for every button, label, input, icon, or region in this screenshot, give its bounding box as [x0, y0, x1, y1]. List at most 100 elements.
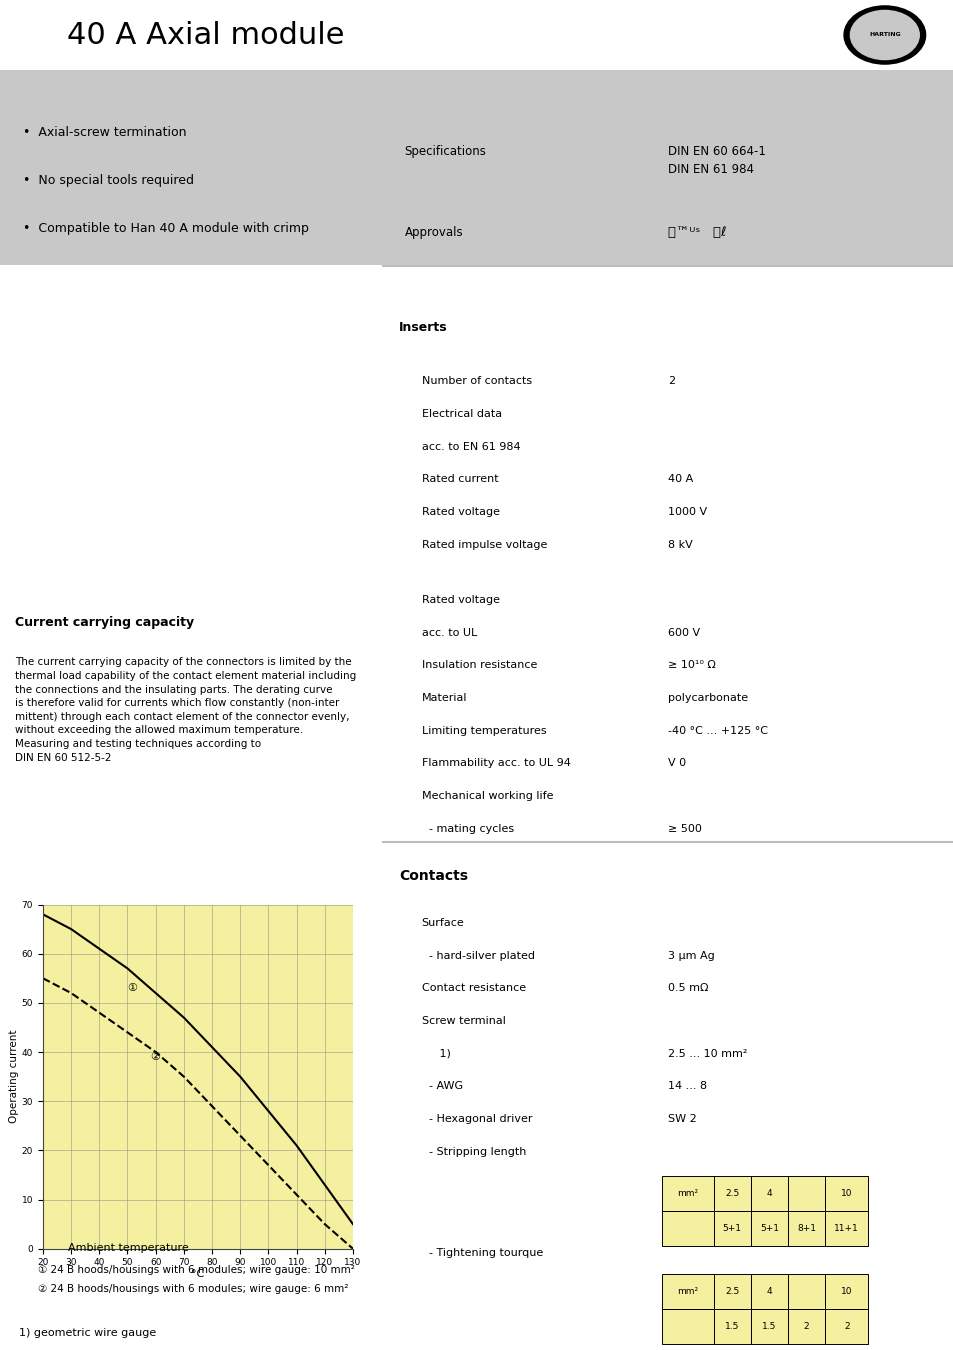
- Bar: [661, 1176, 713, 1211]
- Text: 8 kV: 8 kV: [667, 540, 692, 549]
- Bar: [787, 1310, 824, 1345]
- Text: 14 ... 8: 14 ... 8: [667, 1081, 706, 1091]
- Bar: [713, 1310, 750, 1345]
- Bar: [787, 1176, 824, 1211]
- Text: acc. to EN 61 984: acc. to EN 61 984: [421, 441, 519, 452]
- Text: Limiting temperatures: Limiting temperatures: [421, 725, 546, 736]
- Text: - hard-silver plated: - hard-silver plated: [421, 950, 534, 961]
- Text: polycarbonate: polycarbonate: [667, 693, 747, 703]
- Text: 2.5 ... 10 mm²: 2.5 ... 10 mm²: [667, 1049, 746, 1058]
- Text: 11+1: 11+1: [834, 1224, 858, 1233]
- Text: •  Axial-screw termination: • Axial-screw termination: [23, 127, 186, 139]
- Text: ② 24 B hoods/housings with 6 modules; wire gauge: 6 mm²: ② 24 B hoods/housings with 6 modules; wi…: [38, 1284, 348, 1293]
- Bar: [661, 1274, 713, 1310]
- Bar: [661, 1211, 713, 1246]
- Text: Rated voltage: Rated voltage: [421, 595, 499, 605]
- Bar: [787, 1274, 824, 1310]
- Text: Material: Material: [421, 693, 467, 703]
- Bar: [824, 1274, 867, 1310]
- Text: V 0: V 0: [667, 759, 685, 768]
- Text: Specifications: Specifications: [404, 146, 486, 158]
- X-axis label: °C: °C: [192, 1269, 204, 1278]
- Bar: [824, 1211, 867, 1246]
- Text: Number of contacts: Number of contacts: [421, 377, 531, 386]
- Text: 0.5 mΩ: 0.5 mΩ: [667, 983, 707, 994]
- Text: The current carrying capacity of the connectors is limited by the
thermal load c: The current carrying capacity of the con…: [15, 657, 356, 763]
- Text: Mechanical working life: Mechanical working life: [421, 791, 553, 801]
- Bar: [750, 1274, 787, 1310]
- Y-axis label: Operating current: Operating current: [9, 1030, 19, 1123]
- Bar: [381, 265, 953, 267]
- Text: ≥ 500: ≥ 500: [667, 824, 701, 833]
- Text: 1000 V: 1000 V: [667, 508, 706, 517]
- Text: - Stripping length: - Stripping length: [421, 1146, 525, 1157]
- Bar: [381, 70, 953, 265]
- Text: - Tightening tourque: - Tightening tourque: [421, 1247, 542, 1258]
- Text: 600 V: 600 V: [667, 628, 700, 637]
- Text: Inserts: Inserts: [398, 321, 447, 333]
- Bar: [713, 1211, 750, 1246]
- Text: Surface: Surface: [421, 918, 464, 929]
- Text: ≥ 10¹⁰ Ω: ≥ 10¹⁰ Ω: [667, 660, 715, 671]
- Text: HARTING: HARTING: [868, 32, 900, 38]
- Text: 2: 2: [803, 1322, 808, 1331]
- Text: mm²: mm²: [677, 1189, 698, 1197]
- Text: -40 °C ... +125 °C: -40 °C ... +125 °C: [667, 725, 767, 736]
- Text: - mating cycles: - mating cycles: [421, 824, 514, 833]
- Bar: [750, 1310, 787, 1345]
- Text: 2: 2: [667, 377, 674, 386]
- Text: - Hexagonal driver: - Hexagonal driver: [421, 1114, 532, 1125]
- Text: DIN EN 60 664-1
DIN EN 61 984: DIN EN 60 664-1 DIN EN 61 984: [667, 146, 765, 177]
- Text: 40 A Axial module: 40 A Axial module: [67, 20, 344, 50]
- Text: 2.5: 2.5: [724, 1189, 739, 1197]
- Text: Approvals: Approvals: [404, 225, 462, 239]
- Text: 40 A: 40 A: [667, 474, 692, 485]
- Text: Contact resistance: Contact resistance: [421, 983, 525, 994]
- Text: Insulation resistance: Insulation resistance: [421, 660, 537, 671]
- Bar: [661, 1310, 713, 1345]
- Text: Rated voltage: Rated voltage: [421, 508, 499, 517]
- Bar: [824, 1176, 867, 1211]
- Bar: [750, 1176, 787, 1211]
- Text: 3 μm Ag: 3 μm Ag: [667, 950, 714, 961]
- Bar: [713, 1274, 750, 1310]
- Text: 2.5: 2.5: [724, 1287, 739, 1296]
- Text: Electrical data: Electrical data: [421, 409, 501, 418]
- Text: Flammability acc. to UL 94: Flammability acc. to UL 94: [421, 759, 570, 768]
- Text: ① 24 B hoods/housings with 6 modules; wire gauge: 10 mm²: ① 24 B hoods/housings with 6 modules; wi…: [38, 1265, 355, 1274]
- Text: Rated impulse voltage: Rated impulse voltage: [421, 540, 546, 549]
- Text: •  No special tools required: • No special tools required: [23, 174, 193, 188]
- Circle shape: [843, 5, 924, 63]
- Text: 8+1: 8+1: [797, 1224, 815, 1233]
- Text: •  Compatible to Han 40 A module with crimp: • Compatible to Han 40 A module with cri…: [23, 221, 309, 235]
- Bar: [381, 841, 953, 844]
- Text: ①: ①: [128, 983, 137, 994]
- Text: Contacts: Contacts: [398, 869, 467, 883]
- Bar: [750, 1211, 787, 1246]
- Bar: [713, 1176, 750, 1211]
- Text: 2: 2: [843, 1322, 848, 1331]
- Circle shape: [849, 11, 919, 59]
- Bar: [0, 70, 381, 265]
- Text: Ambient temperature: Ambient temperature: [69, 1243, 189, 1253]
- Text: Ⓐ™ᵁˢ   Ⓖℓ: Ⓐ™ᵁˢ Ⓖℓ: [667, 225, 725, 239]
- Text: SW 2: SW 2: [667, 1114, 696, 1125]
- Bar: [787, 1211, 824, 1246]
- Text: 10: 10: [840, 1189, 852, 1197]
- Text: 5+1: 5+1: [722, 1224, 740, 1233]
- Text: 1): 1): [421, 1049, 450, 1058]
- Text: mm²: mm²: [677, 1287, 698, 1296]
- Text: 5+1: 5+1: [760, 1224, 778, 1233]
- Text: acc. to UL: acc. to UL: [421, 628, 476, 637]
- Text: 1.5: 1.5: [724, 1322, 739, 1331]
- Text: ②: ②: [150, 1052, 160, 1062]
- Text: - AWG: - AWG: [421, 1081, 462, 1091]
- Text: 4: 4: [766, 1189, 771, 1197]
- Text: Current carrying capacity: Current carrying capacity: [15, 616, 194, 629]
- Text: 10: 10: [840, 1287, 852, 1296]
- Text: 4: 4: [766, 1287, 771, 1296]
- Text: Rated current: Rated current: [421, 474, 497, 485]
- Text: 1) geometric wire gauge: 1) geometric wire gauge: [19, 1328, 156, 1338]
- Text: Screw terminal: Screw terminal: [421, 1017, 505, 1026]
- Text: 1.5: 1.5: [761, 1322, 776, 1331]
